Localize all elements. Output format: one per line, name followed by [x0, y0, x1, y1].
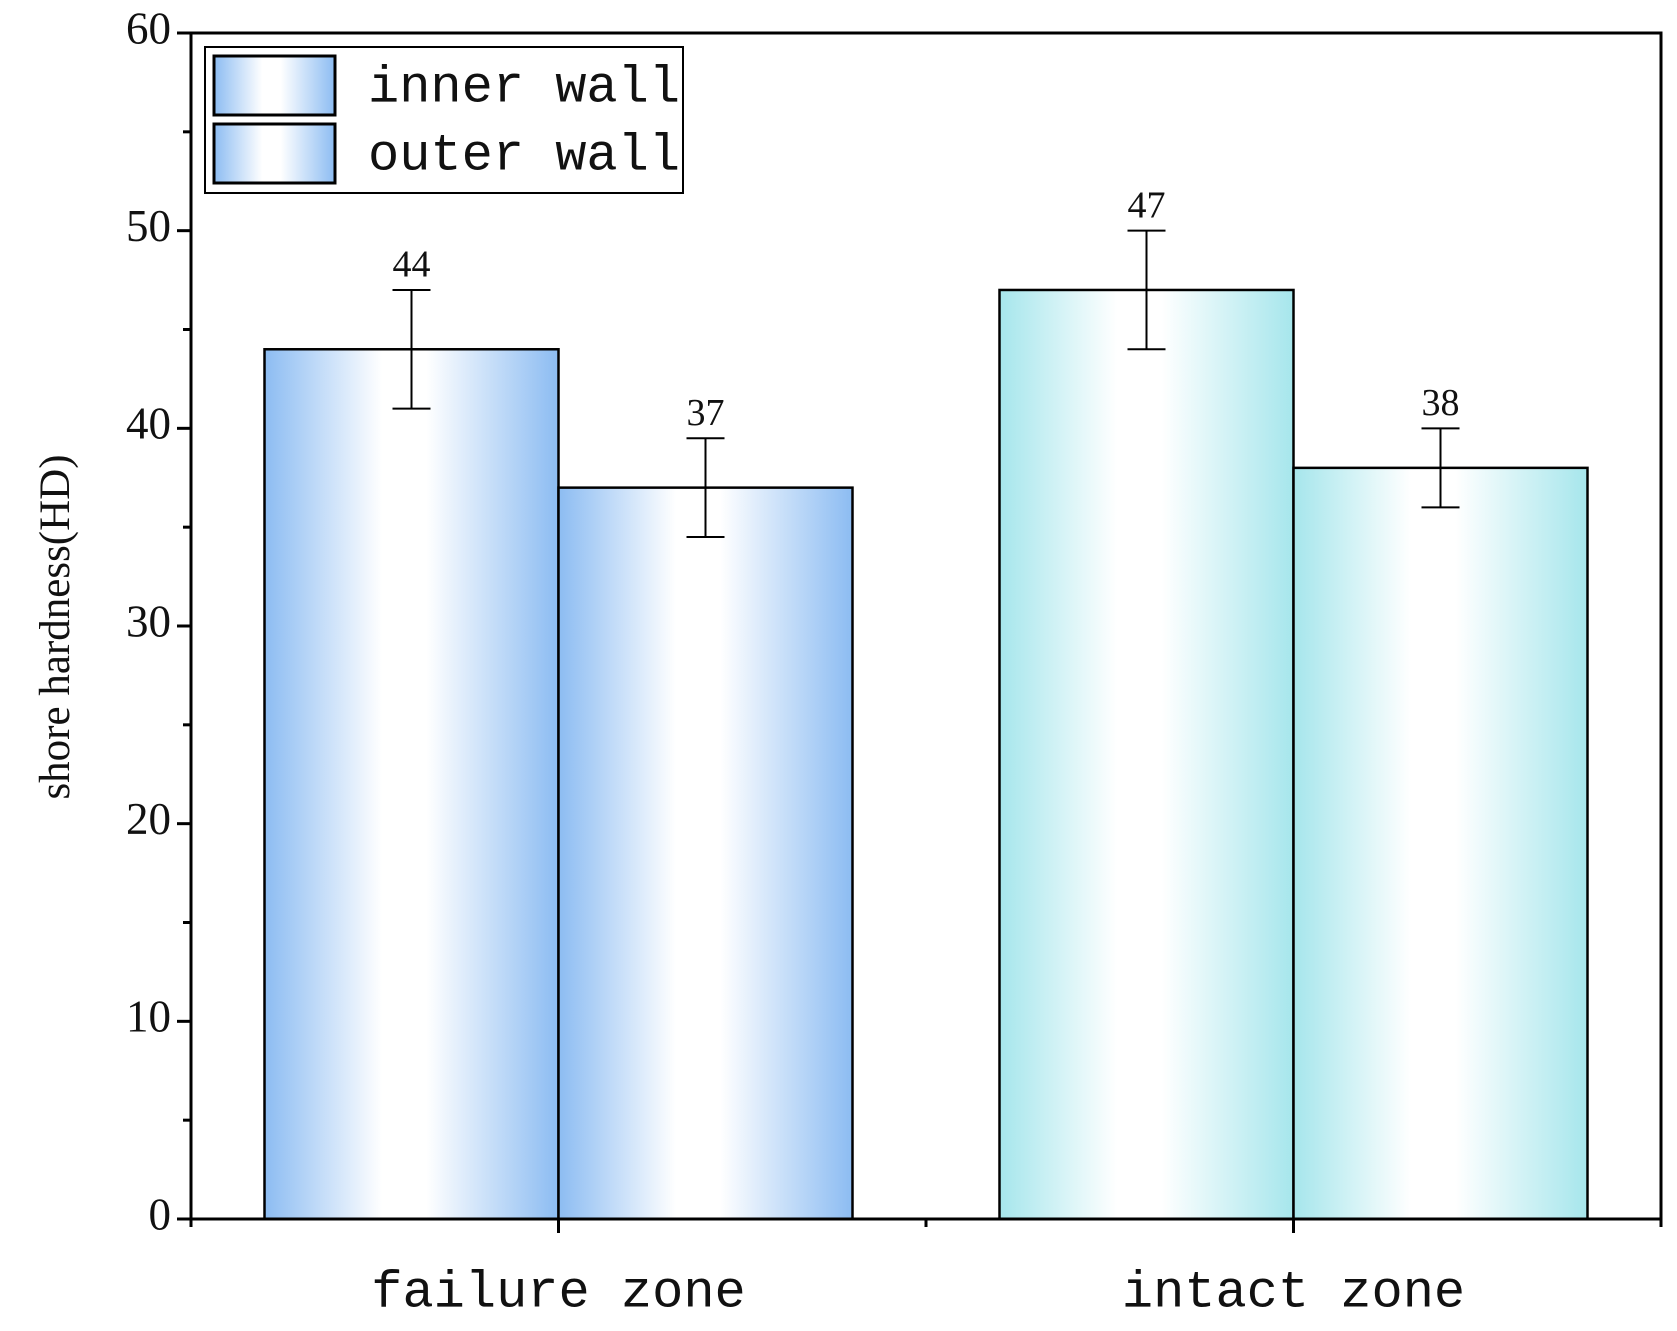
- x-tick-label: failure zone: [371, 1264, 745, 1323]
- legend-label: inner wall: [368, 59, 680, 118]
- bar: [1292, 466, 1589, 1221]
- y-tick-label: 10: [126, 992, 171, 1042]
- value-label: 38: [1422, 382, 1460, 424]
- y-tick-label: 50: [126, 201, 171, 251]
- legend-swatch: [212, 54, 337, 117]
- legend-swatch: [212, 122, 337, 185]
- y-tick-label: 20: [126, 794, 171, 844]
- plot-frame: [189, 31, 1663, 1221]
- value-label: 37: [687, 392, 725, 434]
- error-bar: [1421, 427, 1460, 509]
- y-tick-label: 30: [126, 596, 171, 646]
- value-label: 47: [1128, 184, 1166, 226]
- y-tick-label: 40: [126, 399, 171, 449]
- bar: [998, 288, 1295, 1221]
- error-bar: [392, 288, 431, 410]
- error-bar: [1127, 229, 1166, 351]
- bar: [557, 486, 854, 1221]
- y-tick-label: 60: [126, 3, 171, 53]
- bar: [263, 348, 560, 1221]
- value-label: 44: [393, 244, 431, 286]
- x-tick-label: intact zone: [1122, 1264, 1465, 1323]
- y-tick-label: 0: [149, 1189, 172, 1239]
- y-axis-label: shore hardness(HD): [32, 454, 79, 799]
- legend-label: outer wall: [368, 127, 680, 186]
- error-bar: [686, 437, 725, 539]
